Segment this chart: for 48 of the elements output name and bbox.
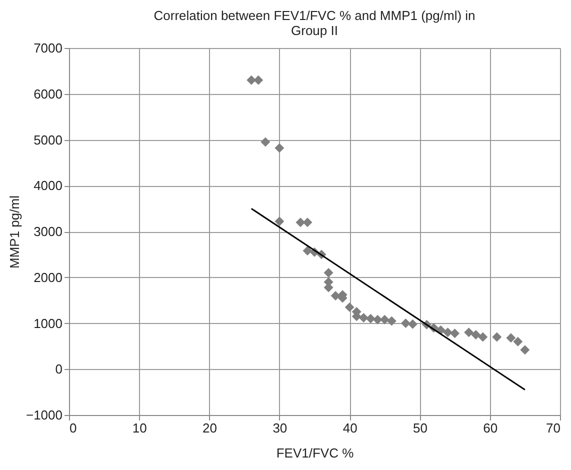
- y-tick-label: −1000: [26, 408, 62, 422]
- point: [274, 143, 284, 153]
- y-tick-label: 2000: [34, 270, 62, 285]
- point: [246, 75, 256, 85]
- point: [324, 268, 334, 278]
- point: [492, 332, 502, 342]
- x-tick-label: 20: [202, 420, 218, 436]
- point: [513, 336, 523, 346]
- point: [478, 332, 488, 342]
- y-axis-title: MMP1 pg/ml: [6, 195, 22, 268]
- point: [380, 314, 390, 324]
- point: [471, 330, 481, 340]
- y-tick-label: 4000: [34, 178, 62, 194]
- y-tick-label: 3000: [34, 224, 62, 239]
- point: [464, 328, 474, 338]
- y-tick-label: 7000: [34, 40, 62, 56]
- point: [260, 137, 270, 147]
- y-tick-label: 6000: [34, 86, 62, 102]
- point: [450, 328, 460, 338]
- point: [400, 318, 410, 328]
- x-tick-label: 50: [412, 420, 428, 436]
- point: [372, 314, 382, 324]
- x-axis-title: FEV1/FVC %: [276, 446, 354, 460]
- x-tick-label: 10: [132, 420, 147, 436]
- point: [274, 216, 284, 226]
- point: [358, 313, 368, 322]
- text: Group II: [291, 23, 338, 38]
- point: [443, 328, 453, 338]
- x-tick-label: 70: [546, 420, 560, 436]
- point: [254, 75, 264, 85]
- point: [344, 302, 354, 312]
- point: [408, 319, 418, 329]
- point: [296, 218, 306, 228]
- point: [330, 290, 340, 300]
- x-tick-label: 30: [272, 420, 288, 436]
- x-tick-label: 60: [483, 420, 498, 436]
- point: [302, 218, 312, 228]
- x-tick-label: 40: [342, 420, 358, 436]
- y-tick-label: 0: [55, 362, 62, 377]
- y-tick-label: 5000: [34, 132, 62, 148]
- point: [366, 314, 376, 324]
- point: [302, 246, 312, 256]
- point: [520, 345, 530, 355]
- point: [386, 316, 396, 326]
- point: [506, 333, 516, 343]
- x-tick-label: 0: [70, 420, 77, 436]
- y-tick-label: 1000: [34, 316, 62, 331]
- text: Correlation between FEV1/FVC % and MMP1 (pg/ml) in: [154, 8, 476, 23]
